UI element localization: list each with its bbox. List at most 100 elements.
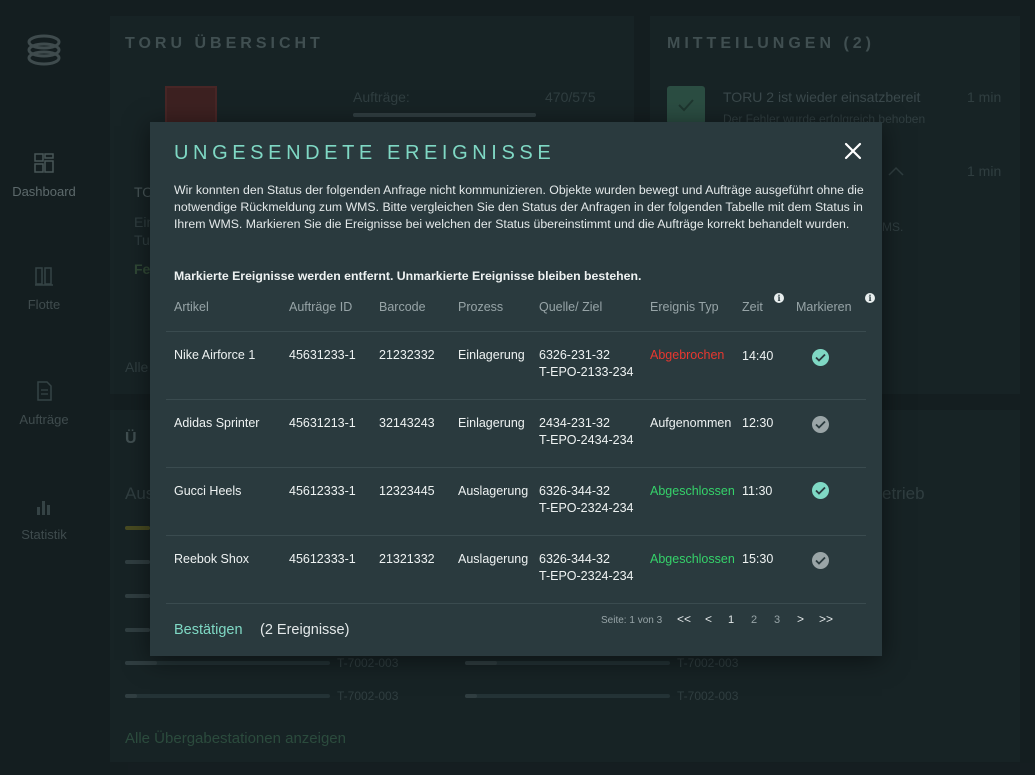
column-header-process: Prozess	[458, 300, 504, 314]
message-time-2: 1 min	[967, 163, 1002, 179]
cell-event-type: Abgeschlossen	[650, 552, 735, 566]
dialog-title: UNGESENDETE EREIGNISSE	[174, 142, 556, 164]
station-bar	[125, 594, 150, 598]
mark-checkbox[interactable]	[812, 482, 829, 499]
cell-article: Reebok Shox	[174, 552, 250, 566]
station-bar	[465, 694, 670, 698]
sidebar-item-dashboard[interactable]: Dashboard	[0, 152, 88, 199]
sidebar-item-fleet[interactable]: Flotte	[0, 265, 88, 312]
station-bar	[465, 661, 670, 665]
pagination-page-2[interactable]: 2	[751, 614, 758, 626]
toru-status: Fe	[134, 261, 151, 277]
pagination-page-3[interactable]: 3	[774, 614, 781, 626]
sidebar-item-label: Flotte	[27, 297, 61, 312]
mark-info-icon[interactable]: i	[865, 293, 875, 303]
orders-label: Aufträge:	[353, 89, 410, 105]
orders-progress	[353, 113, 536, 117]
toru-line-1: Ein	[134, 214, 155, 230]
message-time: 1 min	[967, 89, 1002, 105]
column-header-event-type: Ereignis Typ	[650, 300, 719, 314]
cell-time: 11:30	[742, 484, 773, 498]
column-header-source-target: Quelle/ Ziel	[539, 300, 603, 314]
station-code: T-7002-003	[677, 656, 739, 670]
cell-target: T-EPO-2324-234	[539, 501, 634, 515]
unsent-events-dialog: UNGESENDETE EREIGNISSE Wir konnten den S…	[150, 122, 882, 656]
chevron-up-icon[interactable]	[888, 166, 904, 176]
cell-process: Einlagerung	[458, 348, 525, 362]
pagination-last-button[interactable]: >>	[819, 612, 834, 626]
column-header-order-id: Aufträge ID	[289, 300, 353, 314]
cell-order-id: 45631213-1	[289, 416, 356, 430]
row-divider	[166, 331, 866, 332]
cell-order-id: 45631233-1	[289, 348, 356, 362]
messages-title: MITTEILUNGEN (2)	[667, 35, 875, 52]
stations-label-left: Aus	[125, 484, 155, 503]
confirm-count: (2 Ereignisse)	[260, 622, 350, 638]
pagination-first-button[interactable]: <<	[677, 612, 692, 626]
station-bar	[125, 560, 150, 564]
cell-source: 6326-344-32	[539, 552, 610, 566]
sidebar-item-orders[interactable]: Aufträge	[0, 380, 88, 427]
sidebar-item-label: Aufträge	[19, 412, 69, 427]
check-icon	[678, 99, 694, 112]
pagination-prev-button[interactable]: <	[705, 612, 713, 626]
cell-process: Auslagerung	[458, 552, 529, 566]
sidebar-item-label: Statistik	[21, 527, 67, 542]
overview-link[interactable]: Alle	[125, 359, 149, 375]
fleet-icon	[35, 267, 53, 286]
check-icon	[815, 486, 826, 495]
cell-order-id: 45612333-1	[289, 484, 356, 498]
app-logo	[27, 34, 61, 66]
cell-article: Gucci Heels	[174, 484, 242, 498]
pagination-next-button[interactable]: >	[797, 612, 805, 626]
dashboard-icon	[34, 153, 54, 173]
cell-order-id: 45612333-1	[289, 552, 356, 566]
cell-process: Einlagerung	[458, 416, 525, 430]
orders-icon	[37, 381, 52, 401]
dialog-description: Wir konnten den Status der folgenden Anf…	[174, 183, 864, 232]
station-code: T-7002-003	[337, 689, 399, 703]
message-title: TORU 2 ist wieder einsatzbereit	[723, 89, 921, 105]
cell-process: Auslagerung	[458, 484, 529, 498]
cell-source: 2434-231-32	[539, 416, 610, 430]
confirm-button[interactable]: Bestätigen	[174, 622, 243, 638]
pagination-page-1[interactable]: 1	[728, 614, 735, 626]
cell-barcode: 12323445	[379, 484, 435, 498]
pagination-label: Seite: 1 von 3	[601, 615, 663, 626]
cell-target: T-EPO-2324-234	[539, 569, 634, 583]
station-code: T-7002-003	[677, 689, 739, 703]
toru-label: TO	[134, 184, 154, 200]
mark-checkbox[interactable]	[812, 416, 829, 433]
message-success-badge	[667, 86, 705, 124]
cell-time: 14:40	[742, 349, 774, 363]
cell-time: 12:30	[742, 416, 774, 430]
station-bar	[125, 526, 150, 530]
check-icon	[815, 556, 826, 565]
row-divider	[166, 399, 866, 400]
cell-event-type: Abgeschlossen	[650, 484, 735, 498]
sidebar-item-statistics[interactable]: Statistik	[0, 495, 88, 542]
statistics-icon	[37, 501, 50, 515]
row-divider	[166, 467, 866, 468]
cell-target: T-EPO-2434-234	[539, 433, 634, 447]
station-bar	[125, 694, 330, 698]
row-divider	[166, 603, 866, 604]
cell-target: T-EPO-2133-234	[539, 365, 634, 379]
row-divider	[166, 535, 866, 536]
mark-checkbox[interactable]	[812, 552, 829, 569]
cell-article: Nike Airforce 1	[174, 348, 256, 362]
close-icon[interactable]	[842, 140, 864, 162]
cell-barcode: 32143243	[379, 416, 435, 430]
mark-checkbox[interactable]	[812, 349, 829, 366]
overview-title: TORU ÜBERSICHT	[125, 35, 324, 52]
cell-barcode: 21232332	[379, 348, 435, 362]
time-info-icon[interactable]: i	[774, 293, 784, 303]
show-all-stations-link[interactable]: Alle Übergabestationen anzeigen	[125, 730, 346, 747]
cell-source: 6326-231-32	[539, 348, 610, 362]
cell-barcode: 21321332	[379, 552, 435, 566]
sidebar: Dashboard Flotte Aufträge Statistik	[0, 0, 88, 775]
message-subtitle-2: MS.	[882, 220, 904, 234]
column-header-time: Zeit	[742, 300, 763, 314]
column-header-mark: Markieren	[796, 300, 852, 314]
check-icon	[815, 420, 826, 429]
